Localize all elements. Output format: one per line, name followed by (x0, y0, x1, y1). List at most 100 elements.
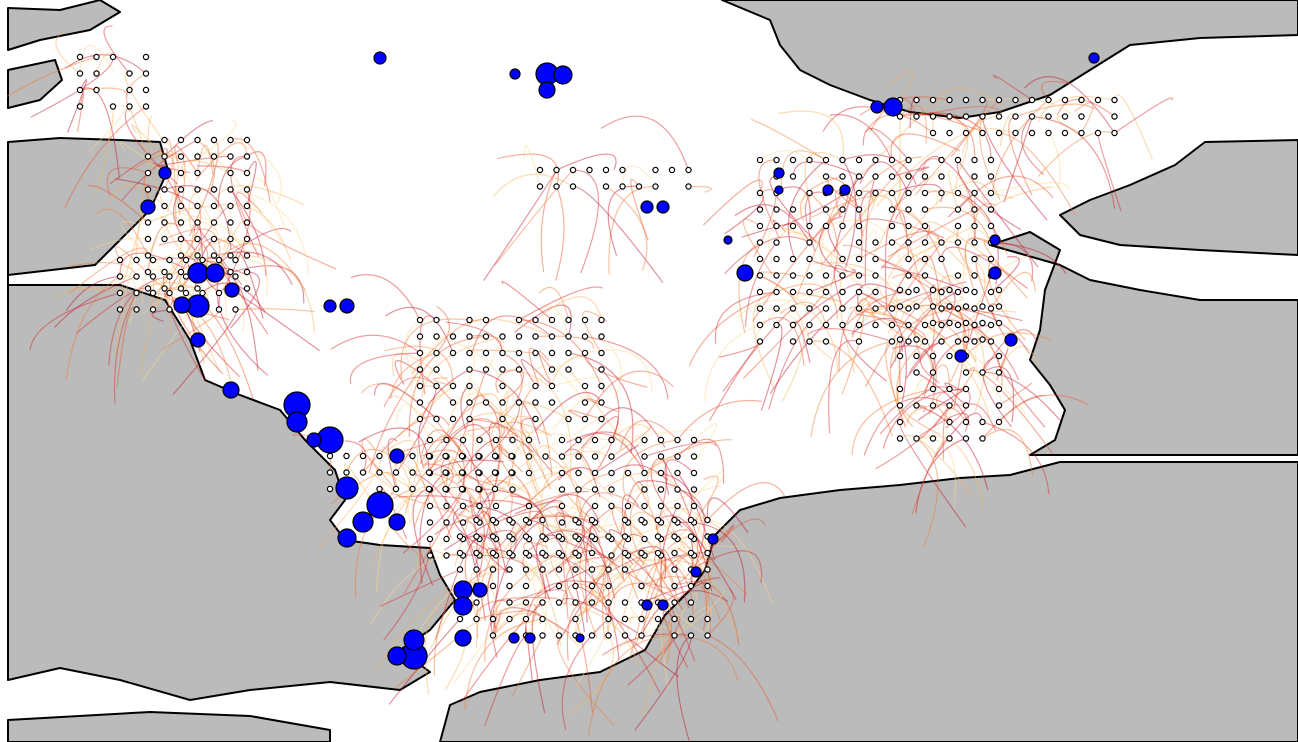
site (979, 129, 986, 137)
flow-line (487, 569, 497, 629)
flow-line (387, 438, 398, 490)
site (929, 402, 937, 409)
site (133, 289, 140, 297)
flow-line (141, 268, 182, 306)
flow-line (383, 376, 454, 408)
site (621, 566, 629, 573)
site (426, 552, 434, 559)
site (177, 252, 185, 259)
site (704, 549, 711, 557)
flow-line (804, 191, 827, 252)
site (756, 321, 764, 329)
site (588, 533, 596, 540)
site (243, 252, 251, 259)
site (548, 366, 556, 373)
site (671, 533, 678, 540)
site (149, 289, 157, 297)
flow-line (528, 494, 600, 523)
site (995, 113, 1003, 120)
site (522, 549, 530, 557)
flow-line (974, 260, 986, 309)
flow-line (964, 237, 992, 293)
site (416, 399, 424, 406)
site (227, 235, 234, 243)
flow-line (983, 240, 1028, 299)
flow-line (394, 360, 437, 387)
flow-line (916, 438, 939, 547)
site (671, 549, 678, 557)
site (913, 369, 920, 376)
site (987, 173, 995, 180)
flow-line (782, 308, 805, 402)
site (433, 366, 440, 373)
site (987, 338, 995, 345)
site (921, 338, 929, 345)
flow-line (483, 169, 558, 282)
flow-line (838, 291, 876, 372)
site (482, 316, 490, 324)
flow-line (981, 116, 1048, 221)
flow-line (389, 395, 447, 441)
site (572, 615, 579, 623)
flow-line (998, 382, 1033, 407)
site (489, 549, 497, 557)
site (416, 316, 424, 324)
site (855, 288, 863, 296)
site (76, 53, 84, 61)
flow-line (188, 139, 219, 237)
flow-line (246, 161, 257, 206)
site (227, 169, 234, 177)
flow-line (469, 418, 506, 440)
site (888, 189, 896, 197)
flow-line (905, 289, 956, 379)
site (572, 599, 579, 606)
flow-line (350, 274, 421, 321)
flow-line (464, 618, 543, 710)
flow-line (820, 159, 909, 266)
flow-line (538, 286, 570, 321)
flow-line (914, 99, 1000, 196)
site (687, 582, 695, 590)
flow-line (587, 634, 675, 736)
flow-line (487, 340, 505, 372)
flow-line (809, 340, 894, 437)
site (539, 549, 546, 557)
site-highlight (1004, 333, 1018, 347)
site (177, 285, 185, 292)
site-highlight (707, 533, 719, 545)
site (227, 186, 234, 193)
flow-line (492, 607, 570, 636)
flow-line (848, 306, 909, 342)
flow-line (974, 274, 1011, 370)
flow-line (535, 335, 594, 349)
site (839, 173, 846, 180)
site (326, 469, 334, 476)
site-highlight (870, 100, 884, 114)
flow-line (688, 291, 777, 367)
flow-line (445, 321, 504, 354)
site (482, 366, 490, 373)
site-highlight (575, 633, 585, 643)
flow-line (466, 544, 494, 587)
site (995, 319, 1003, 327)
flow-line (230, 189, 267, 277)
flow-line (188, 188, 215, 239)
flow-line (528, 466, 599, 524)
flow-line (218, 243, 307, 291)
site (687, 599, 695, 606)
site (532, 316, 539, 324)
site (525, 469, 533, 477)
site (971, 255, 978, 263)
site (442, 485, 449, 493)
site (76, 86, 84, 94)
flow-line (490, 621, 534, 640)
flow-line (476, 369, 523, 440)
site (608, 486, 615, 493)
site (954, 156, 962, 164)
flow-line (54, 275, 137, 328)
site (177, 235, 185, 243)
flow-line (641, 597, 672, 664)
flow-line (889, 339, 907, 427)
site (476, 502, 483, 510)
site (392, 485, 400, 493)
